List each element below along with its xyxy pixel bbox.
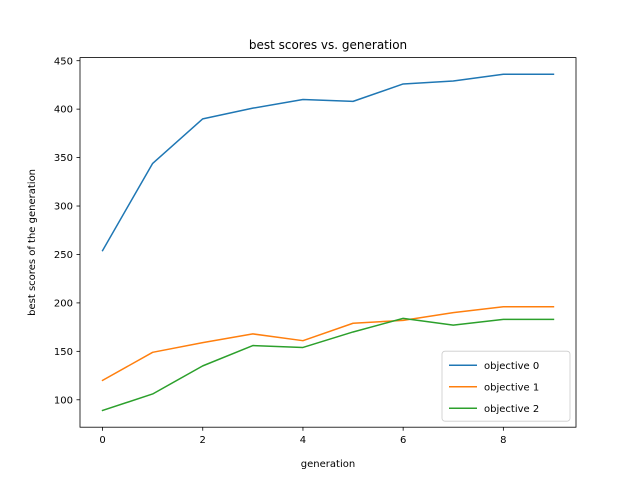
y-tick-label: 450 [54, 56, 73, 67]
y-tick-label: 350 [54, 153, 73, 164]
x-tick-label: 8 [500, 435, 506, 446]
x-axis-ticks: 0 2 4 6 8 [99, 427, 507, 446]
x-tick-label: 4 [300, 435, 306, 446]
chart-title: best scores vs. generation [249, 38, 407, 52]
x-tick-label: 2 [200, 435, 206, 446]
x-tick-label: 0 [99, 435, 105, 446]
plot-frame [79, 57, 577, 428]
legend: objective 0 objective 1 objective 2 [441, 350, 571, 422]
y-tick-label: 250 [54, 250, 73, 261]
y-tick-label: 300 [54, 202, 73, 213]
series-line-2 [101, 317, 555, 412]
x-axis-label: generation [301, 459, 355, 470]
x-tick-label: 6 [400, 435, 406, 446]
y-axis-ticks: 100 150 200 250 300 350 400 450 [54, 56, 80, 406]
y-tick-label: 100 [54, 395, 73, 406]
y-tick-label: 150 [54, 347, 73, 358]
legend-box [441, 350, 571, 422]
plot-lines [101, 73, 555, 412]
legend-label-1: objective 1 [484, 382, 539, 393]
legend-label-0: objective 0 [484, 361, 539, 372]
legend-label-2: objective 2 [484, 404, 539, 415]
y-tick-label: 200 [54, 299, 73, 310]
series-line-0 [101, 73, 555, 252]
y-axis-label: best scores of the generation [27, 169, 38, 316]
series-line-1 [101, 306, 555, 382]
y-tick-label: 400 [54, 105, 73, 116]
